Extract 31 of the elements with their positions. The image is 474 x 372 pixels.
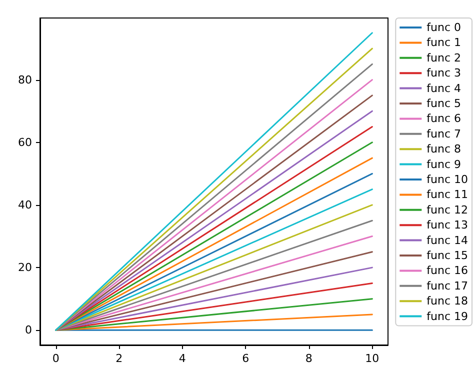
legend-label: func 4 bbox=[426, 82, 462, 95]
legend-label: func 3 bbox=[426, 66, 462, 80]
legend-label: func 2 bbox=[426, 51, 461, 64]
legend-label: func 11 bbox=[426, 188, 468, 202]
y-tick-label: 20 bbox=[18, 261, 32, 274]
legend-label: func 19 bbox=[426, 310, 468, 323]
legend-label: func 1 bbox=[426, 36, 461, 50]
legend-label: func 13 bbox=[426, 218, 468, 232]
legend-label: func 10 bbox=[426, 173, 468, 186]
legend-label: func 0 bbox=[426, 21, 462, 34]
y-tick-label: 60 bbox=[18, 136, 32, 149]
x-tick-label: 8 bbox=[305, 352, 312, 365]
x-tick-label: 2 bbox=[116, 352, 123, 365]
y-tick-label: 80 bbox=[18, 73, 32, 86]
legend-label: func 9 bbox=[426, 158, 462, 171]
legend-label: func 15 bbox=[426, 249, 468, 262]
legend-label: func 17 bbox=[426, 279, 468, 292]
legend-label: func 7 bbox=[426, 127, 462, 140]
legend-label: func 18 bbox=[426, 294, 468, 308]
legend-label: func 12 bbox=[426, 203, 468, 216]
x-tick-label: 0 bbox=[52, 352, 60, 365]
legend-label: func 8 bbox=[426, 142, 462, 156]
x-tick-label: 6 bbox=[242, 352, 250, 365]
x-tick-label: 10 bbox=[365, 352, 380, 365]
x-tick-label: 4 bbox=[178, 352, 186, 365]
legend-label: func 14 bbox=[426, 234, 468, 247]
legend-label: func 6 bbox=[426, 112, 462, 126]
legend-label: func 5 bbox=[426, 97, 462, 110]
y-tick-label: 0 bbox=[25, 324, 32, 337]
legend-label: func 16 bbox=[426, 264, 468, 278]
y-tick-label: 40 bbox=[18, 198, 32, 212]
